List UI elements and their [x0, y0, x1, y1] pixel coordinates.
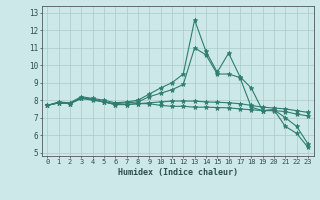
X-axis label: Humidex (Indice chaleur): Humidex (Indice chaleur) — [118, 168, 237, 177]
